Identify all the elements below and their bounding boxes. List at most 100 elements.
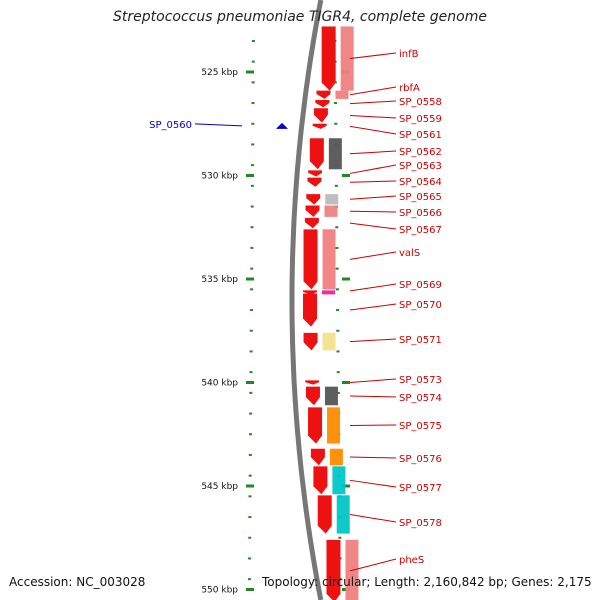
ruler-minor-tick (248, 495, 252, 498)
ruler-label: 535 kbp (201, 275, 238, 285)
gene-label: SP_0565 (399, 192, 442, 203)
gene-leader-line (349, 100, 397, 105)
ruler-minor-tick (336, 309, 340, 312)
ruler-minor-tick (248, 516, 252, 519)
gene-arrow (326, 539, 341, 600)
gene-arrow (303, 332, 318, 351)
ruler-minor-tick (248, 433, 252, 436)
ruler-minor-tick (248, 557, 252, 560)
cog-bar (324, 386, 338, 406)
gene-arrow (308, 170, 323, 177)
ruler-minor-tick (248, 474, 252, 477)
highlight-gene-marker (276, 122, 288, 129)
gene-arrow (313, 108, 328, 123)
cog-bar (322, 332, 336, 351)
gene-arrow (303, 293, 318, 327)
ruler-major-tick (246, 70, 254, 74)
ruler-minor-tick (249, 309, 253, 312)
ruler-minor-tick (335, 288, 339, 291)
gene-leader-line (349, 52, 397, 60)
gene-label: SP_0571 (399, 335, 442, 346)
gene-arrow (303, 229, 318, 290)
gene-arrow (312, 123, 327, 129)
gene-arrow (305, 205, 320, 217)
gene-label: valS (399, 248, 420, 259)
ruler-major-tick (246, 484, 254, 488)
cog-bar (328, 138, 342, 170)
gene-arrow (305, 380, 320, 385)
ruler-label: 530 kbp (201, 172, 238, 182)
gene-leader-line (349, 456, 397, 459)
genome-backbone (289, 0, 324, 600)
ruler-minor-tick (250, 184, 254, 187)
gene-arrow (313, 466, 328, 495)
cog-bar (335, 90, 349, 99)
cog-bar (340, 26, 354, 91)
accession-text: Accession: NC_003028 (9, 575, 146, 589)
gene-leader-line (349, 114, 397, 119)
ruler-minor-tick (249, 329, 253, 332)
gene-label: SP_0564 (399, 177, 442, 188)
gene-label: SP_0567 (399, 225, 442, 236)
gene-arrow (309, 138, 324, 170)
gene-leader-line (349, 164, 397, 174)
ruler-major-tick (342, 381, 350, 384)
ruler-label: 525 kbp (201, 68, 238, 78)
gene-label: SP_0575 (399, 421, 442, 432)
gene-label: SP_0570 (399, 300, 442, 311)
gene-arrow (308, 407, 323, 444)
gene-leader-line (349, 86, 397, 96)
gene-leader-line (349, 378, 397, 383)
gene-leader-line (349, 180, 397, 183)
gene-leader-line (349, 558, 397, 572)
cog-bar (322, 290, 336, 295)
cog-bar (329, 448, 343, 466)
cog-bar (325, 194, 339, 205)
ruler-minor-tick (334, 184, 338, 187)
gene-arrow (304, 217, 319, 229)
ruler-minor-tick (251, 39, 255, 42)
ruler-major-tick (342, 174, 350, 177)
gene-label: SP_0576 (399, 454, 442, 465)
ruler-major-tick (246, 381, 254, 384)
ruler-minor-tick (250, 246, 254, 249)
gene-arrow (310, 448, 325, 466)
gene-leader-line (349, 251, 397, 260)
gene-label: SP_0566 (399, 208, 442, 219)
highlight-gene-label: SP_0560 (149, 120, 192, 131)
ruler-minor-tick (250, 226, 254, 229)
ruler-minor-tick (335, 267, 339, 270)
gene-leader-line (349, 195, 397, 200)
gene-label: rbfA (399, 83, 420, 94)
ruler-minor-tick (251, 143, 255, 146)
ruler-minor-tick (249, 350, 253, 353)
gene-arrow (303, 290, 318, 295)
ruler-minor-tick (338, 536, 342, 539)
ruler-minor-tick (248, 453, 252, 456)
ruler-minor-tick (336, 350, 340, 353)
cog-bar (327, 407, 341, 444)
ruler-minor-tick (249, 412, 253, 415)
gene-arrow (315, 99, 330, 108)
gene-leader-line (349, 338, 397, 343)
gene-leader-line (349, 283, 397, 292)
ruler-minor-tick (336, 391, 340, 394)
gene-arrow (316, 90, 331, 99)
genome-title: Streptococcus pneumoniae TIGR4, complete… (113, 9, 487, 25)
cog-bar (322, 229, 336, 290)
cog-bar (324, 205, 338, 217)
gene-label: SP_0577 (399, 483, 442, 494)
gene-label: pheS (399, 555, 424, 566)
ruler-major-tick (342, 484, 350, 488)
ruler-minor-tick (334, 122, 338, 125)
gene-leader-line (349, 125, 397, 135)
cog-bar (336, 495, 350, 534)
genome-summary-text: Topology: circular; Length: 2,160,842 bp… (262, 575, 592, 589)
gene-label: SP_0558 (399, 97, 442, 108)
gene-leader-line (349, 303, 397, 311)
ruler-minor-tick (251, 122, 255, 125)
gene-label: SP_0578 (399, 518, 442, 529)
gene-leader-line (349, 222, 397, 230)
ruler-major-tick (342, 277, 350, 281)
